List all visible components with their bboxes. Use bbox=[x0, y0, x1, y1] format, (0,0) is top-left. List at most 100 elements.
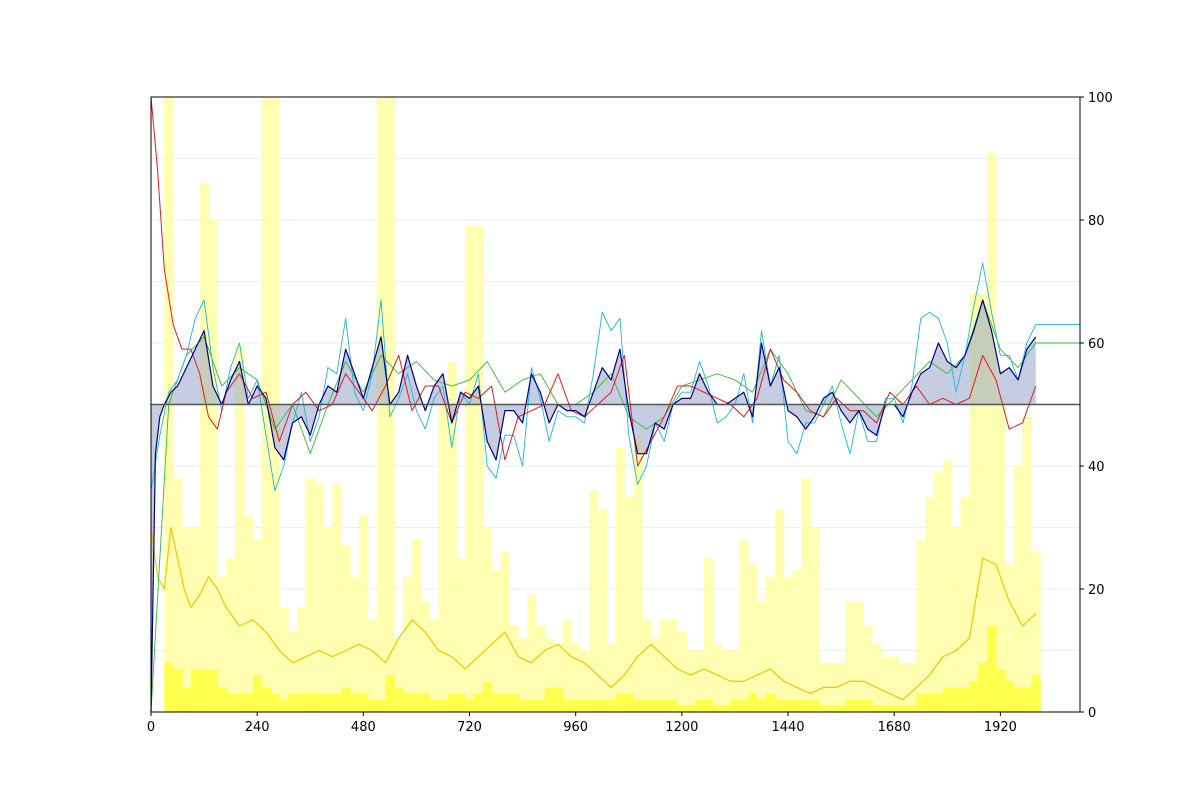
bars_light-bar bbox=[987, 152, 997, 713]
bars_strong-bar bbox=[880, 705, 891, 712]
bars_light-bar bbox=[872, 644, 882, 712]
gold-line bbox=[150, 526, 1037, 701]
bars_strong-bar bbox=[695, 699, 705, 712]
bars_strong-bar bbox=[686, 705, 696, 712]
x-tick-label: 240 bbox=[245, 720, 270, 735]
bars_strong-bar bbox=[995, 668, 1006, 712]
bars_strong-bar bbox=[243, 693, 254, 712]
bars_strong-bar bbox=[633, 699, 643, 712]
bars_light-bar bbox=[588, 490, 599, 712]
bars_light-bar bbox=[633, 435, 643, 712]
bars_strong-bar bbox=[597, 699, 608, 712]
bars_light-bar bbox=[1013, 466, 1023, 712]
bars_light-bar bbox=[765, 576, 776, 712]
bars_light-bar bbox=[279, 607, 289, 712]
bars_strong-bar bbox=[296, 693, 307, 712]
bars_strong-bar bbox=[872, 705, 882, 712]
bars_light-bar bbox=[606, 644, 616, 712]
bars_strong-bar bbox=[774, 699, 785, 712]
bars_strong-bar bbox=[438, 699, 448, 712]
bars_light-bar bbox=[615, 447, 625, 712]
bars_strong-bar bbox=[190, 668, 201, 712]
bars_strong-bar bbox=[703, 699, 714, 712]
bars_light-bar bbox=[518, 638, 528, 712]
bars_strong-bar bbox=[898, 705, 908, 712]
bars_strong-bar bbox=[615, 693, 625, 712]
bars_strong-bar bbox=[580, 699, 590, 712]
bars_strong-bar bbox=[721, 705, 732, 712]
bars_light-bar bbox=[597, 509, 608, 712]
bars_strong-bar bbox=[969, 681, 979, 712]
bars_light-bar bbox=[288, 632, 298, 712]
bars_light-bar bbox=[810, 527, 820, 712]
bars_light-bar bbox=[942, 459, 953, 712]
y-axis: 0 20 40 60 80 100 bbox=[1080, 91, 1113, 721]
green-line bbox=[150, 299, 1080, 713]
x-tick-label: 1680 bbox=[878, 720, 911, 735]
bars_strong-bar bbox=[412, 693, 422, 712]
bars_light-bar bbox=[199, 183, 210, 713]
bars_light-bar bbox=[721, 650, 732, 712]
bars_strong-bar bbox=[783, 699, 793, 712]
bars_strong-bar bbox=[730, 699, 740, 712]
bars_light-bar bbox=[235, 343, 245, 712]
bars_light-bar bbox=[969, 293, 979, 712]
bars_light-bar bbox=[367, 619, 378, 712]
bars_strong-bar bbox=[987, 625, 997, 712]
x-axis: 0 240 480 720 960 1200 1440 1680 1920 bbox=[147, 712, 1017, 735]
bars_light-bar bbox=[571, 644, 581, 712]
bars_light-bar bbox=[173, 478, 183, 712]
bars_light-bar bbox=[624, 496, 634, 712]
bars_light-bar bbox=[1004, 564, 1015, 712]
bars_light-bar bbox=[845, 601, 855, 712]
bars_strong-bar bbox=[951, 687, 962, 712]
bars_strong-bar bbox=[261, 687, 271, 712]
bars_strong-bar bbox=[916, 693, 926, 712]
bars_light-bar bbox=[314, 484, 325, 712]
bars_strong-bar bbox=[173, 668, 183, 712]
bars_strong-bar bbox=[712, 705, 723, 712]
bars_light-bar bbox=[1022, 416, 1032, 712]
bars_strong-bar bbox=[305, 693, 316, 712]
bars_light-bar bbox=[181, 527, 192, 712]
bars_strong-bar bbox=[350, 693, 360, 712]
bars_strong-bar bbox=[217, 687, 227, 712]
bars_strong-bar bbox=[1022, 687, 1032, 712]
bars_strong-bar bbox=[739, 699, 749, 712]
bars_light-bar bbox=[332, 484, 342, 712]
bars_light-bar bbox=[863, 625, 873, 712]
bars_light-bar bbox=[898, 662, 908, 712]
bars_light-bar bbox=[801, 478, 811, 712]
bars_light-bar bbox=[934, 472, 944, 712]
bars_strong-bar bbox=[889, 705, 900, 712]
bars_light-bar bbox=[509, 625, 519, 712]
bars_strong-bar bbox=[588, 699, 599, 712]
bars_strong-bar bbox=[677, 705, 687, 712]
bars_strong-bar bbox=[757, 699, 767, 712]
y-tick-label: 20 bbox=[1088, 583, 1105, 598]
bars_strong-bar bbox=[332, 693, 342, 712]
bars_strong-bar bbox=[509, 693, 519, 712]
bars_strong-bar bbox=[544, 687, 555, 712]
bars_light-bar bbox=[854, 601, 864, 712]
bars_light-bar bbox=[456, 558, 466, 712]
main-fill bbox=[151, 299, 1036, 712]
bars_light-bar bbox=[836, 662, 847, 712]
bars_strong-bar bbox=[827, 705, 838, 712]
bars_light-bar bbox=[482, 527, 493, 712]
bars_light-bar bbox=[1031, 552, 1041, 712]
bars_strong-bar bbox=[518, 699, 528, 712]
bars_light-bar bbox=[429, 619, 440, 712]
bars_light-bar bbox=[226, 558, 236, 712]
bars_light-bar bbox=[420, 601, 431, 712]
bars_strong-bar bbox=[801, 699, 811, 712]
bars_strong-bar bbox=[650, 699, 661, 712]
bars_light-bar bbox=[695, 650, 705, 712]
bars_light-bar bbox=[916, 539, 926, 712]
bars_light-bar bbox=[951, 527, 962, 712]
bars-strong bbox=[164, 625, 1041, 712]
bars_strong-bar bbox=[934, 693, 944, 712]
bars_strong-bar bbox=[810, 699, 820, 712]
bars_strong-bar bbox=[358, 693, 369, 712]
bars_light-bar bbox=[217, 576, 227, 712]
